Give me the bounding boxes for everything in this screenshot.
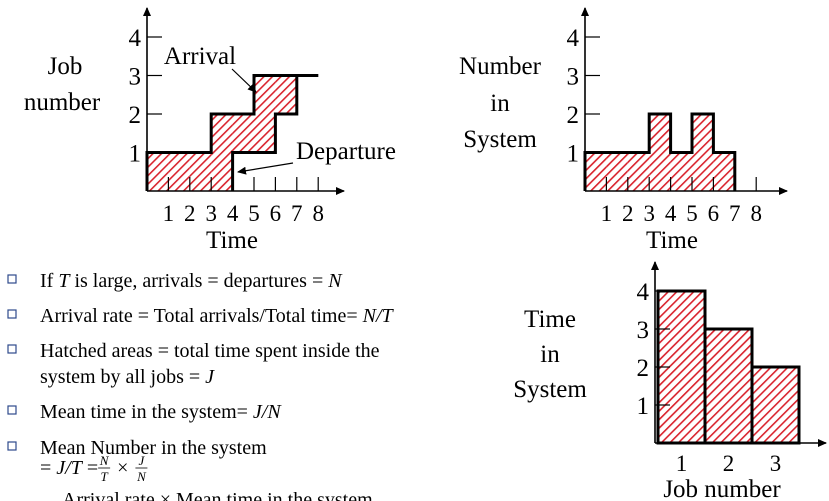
fraction-numerator: J: [139, 453, 146, 468]
fraction-denominator: N: [136, 469, 147, 484]
bullet-marker: [7, 344, 17, 354]
text-run: =: [40, 457, 56, 479]
hatched-area: [627, 152, 650, 191]
hatched-area: [692, 114, 714, 191]
hatched-area: [211, 114, 233, 191]
arrival-arrow: [231, 68, 257, 93]
x-tick-label: 1: [163, 201, 175, 226]
y-axis-label: Time: [524, 306, 576, 333]
bullet-text: system by all jobs = J: [40, 366, 215, 388]
x-tick-label: 3: [205, 201, 217, 226]
x-tick-label: 5: [686, 201, 698, 226]
hatched-area: [670, 152, 692, 191]
x-tick-label: 6: [270, 201, 282, 226]
fraction-denominator: T: [101, 469, 109, 484]
bullet-marker: [7, 274, 17, 284]
bullet-text: Mean Number in the system: [40, 437, 267, 459]
step-line: [231, 74, 319, 191]
y-axis-label: in: [540, 341, 560, 368]
hatched-area: [713, 152, 735, 191]
y-tick-label: 4: [567, 25, 580, 52]
x-tick-label: 1: [676, 451, 688, 476]
y-axis-label: number: [24, 89, 101, 116]
bullet-marker: [7, 441, 17, 451]
y-axis-label: System: [513, 376, 587, 403]
y-axis-label: Job: [48, 53, 83, 80]
arrival-label: Arrival: [164, 43, 236, 70]
x-axis-label: Time: [646, 227, 698, 254]
text-run: N/T: [362, 305, 395, 327]
formula-text: = J/T =: [40, 457, 98, 479]
text-run: If: [40, 270, 58, 292]
hatched-area: [649, 114, 671, 191]
bar: [703, 327, 754, 445]
text-run: J/T: [56, 457, 83, 479]
y-tick-label: 1: [567, 141, 580, 168]
y-axis-label: System: [463, 126, 537, 153]
y-tick-label: 2: [567, 102, 580, 129]
y-tick-label: 1: [637, 393, 650, 420]
x-tick-label: 7: [729, 201, 741, 226]
x-tick-label: 2: [184, 201, 196, 226]
x-tick-label: 1: [601, 201, 613, 226]
step-line: [583, 112, 737, 191]
x-tick-label: 6: [708, 201, 720, 226]
y-tick-label: 2: [637, 355, 650, 382]
y-tick-label: 1: [129, 141, 142, 168]
y-axis-label: Number: [459, 53, 542, 80]
bullet-marker: [7, 309, 17, 319]
x-tick-label: 3: [770, 451, 782, 476]
x-axis-label: Job number: [663, 476, 781, 501]
text-run: Hatched areas = total time spent inside …: [40, 340, 380, 362]
fraction-numerator: N: [99, 453, 110, 468]
departure-label: Departure: [296, 138, 396, 165]
text-run: Mean time in the system=: [40, 401, 253, 423]
sub-bullet-text: Arrival rate × Mean time in the system: [62, 489, 373, 501]
text-run: J/N: [253, 401, 282, 423]
departure-arrow: [237, 162, 294, 175]
bullet-marker: [7, 405, 17, 415]
hatched-area: [232, 114, 254, 153]
text-run: is large, arrivals = departures =: [69, 270, 328, 292]
x-tick-label: 5: [248, 201, 260, 226]
hatched-area: [585, 152, 607, 191]
text-run: N: [327, 270, 343, 292]
y-axis-label: in: [490, 90, 510, 117]
y-tick-label: 4: [637, 279, 650, 306]
hatched-area: [189, 152, 212, 191]
x-tick-label: 8: [312, 201, 324, 226]
hatched-area: [254, 75, 276, 153]
text-run: J: [205, 366, 215, 388]
hatched-area: [275, 75, 297, 114]
text-run: =: [82, 457, 98, 479]
bullet-text: If T is large, arrivals = departures = N: [40, 270, 343, 292]
text-run: T: [58, 270, 71, 292]
text-run: Mean Number in the system: [40, 437, 267, 459]
y-tick-label: 2: [129, 102, 142, 129]
formula-operator: ×: [112, 457, 133, 479]
bullet-text: Hatched areas = total time spent inside …: [40, 340, 380, 362]
hatched-area: [168, 152, 190, 191]
x-tick-label: 2: [622, 201, 634, 226]
x-tick-label: 4: [665, 201, 677, 226]
y-tick-label: 3: [637, 317, 650, 344]
step-line: [145, 74, 319, 191]
x-tick-label: 3: [643, 201, 655, 226]
hatched-area: [606, 152, 628, 191]
bullet-text: Arrival rate = Total arrivals/Total time…: [40, 305, 395, 327]
hatched-area: [147, 152, 169, 191]
text-run: Arrival rate = Total arrivals/Total time…: [40, 305, 363, 327]
x-tick-label: 4: [227, 201, 239, 226]
x-axis-label: Time: [206, 227, 258, 254]
bullet-text: Mean time in the system= J/N: [40, 401, 282, 423]
y-tick-label: 4: [129, 25, 142, 52]
bar: [750, 365, 801, 445]
x-tick-label: 2: [723, 451, 735, 476]
y-tick-label: 3: [567, 64, 580, 91]
text-run: system by all jobs =: [40, 366, 205, 388]
y-tick-label: 3: [129, 64, 142, 91]
x-tick-label: 8: [750, 201, 762, 226]
x-tick-label: 7: [291, 201, 303, 226]
